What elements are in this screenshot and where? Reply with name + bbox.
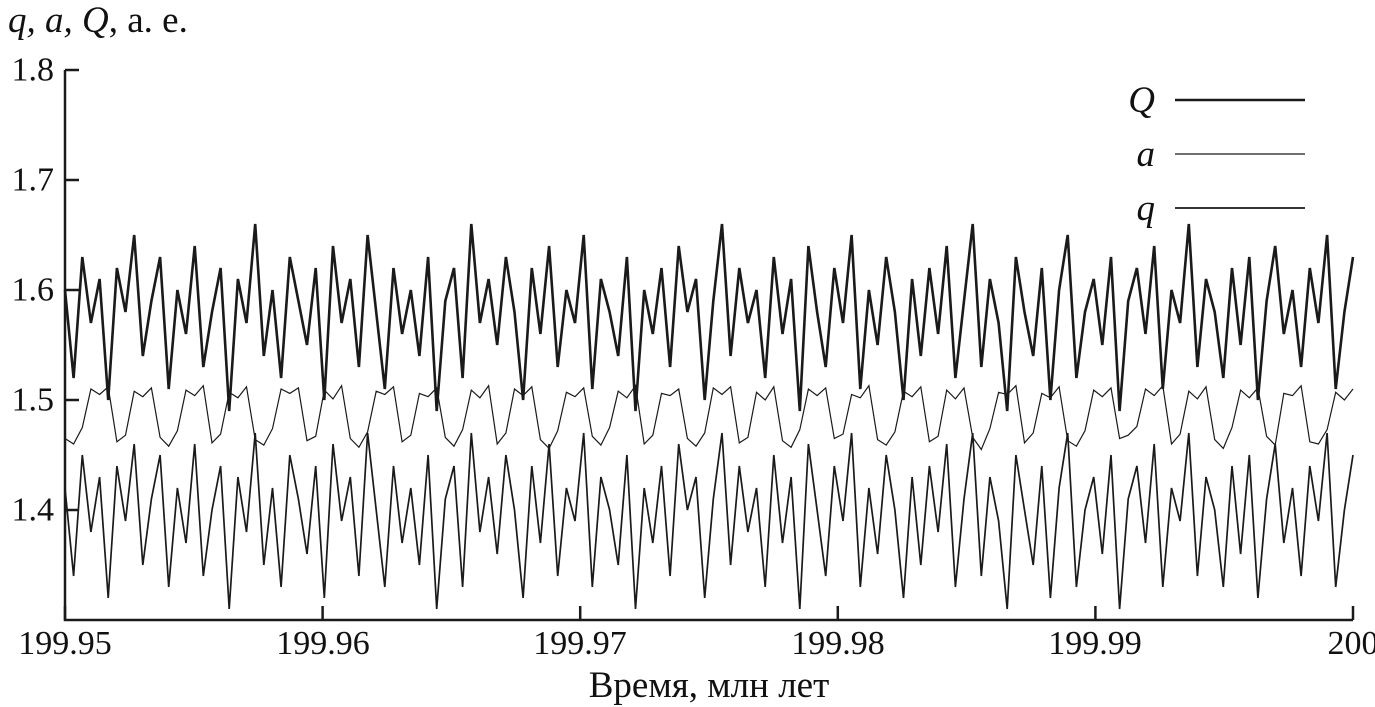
y-tick-label: 1.4	[12, 492, 55, 529]
x-tick-label: 199.99	[1048, 625, 1142, 662]
y-axis-title-units: , а. е.	[109, 0, 188, 41]
legend-label-a: a	[1137, 134, 1156, 175]
y-tick-label: 1.6	[12, 272, 55, 309]
legend-label-q: q	[1137, 188, 1156, 229]
y-axis-title-variables: q, a, Q	[8, 0, 109, 41]
y-tick-label: 1.8	[12, 52, 55, 89]
x-axis-title: Время, млн лет	[589, 665, 830, 706]
x-tick-label: 199.97	[533, 625, 627, 662]
legend-label-Q: Q	[1128, 80, 1155, 121]
x-tick-label: 200	[1328, 625, 1375, 662]
y-tick-label: 1.7	[12, 162, 55, 199]
y-axis-title: q, a, Q, а. е.	[8, 0, 188, 41]
x-tick-label: 199.95	[18, 625, 112, 662]
x-tick-label: 199.96	[276, 625, 370, 662]
plot-series	[63, 223, 1355, 610]
axis-ticks	[63, 68, 1355, 620]
series-line-a	[64, 384, 1354, 451]
x-tick-label: 199.98	[791, 625, 885, 662]
y-tick-label: 1.5	[12, 382, 55, 419]
legend: Q a q	[1128, 80, 1305, 229]
series-line-Q	[63, 223, 1355, 412]
series-line-q	[64, 432, 1354, 610]
